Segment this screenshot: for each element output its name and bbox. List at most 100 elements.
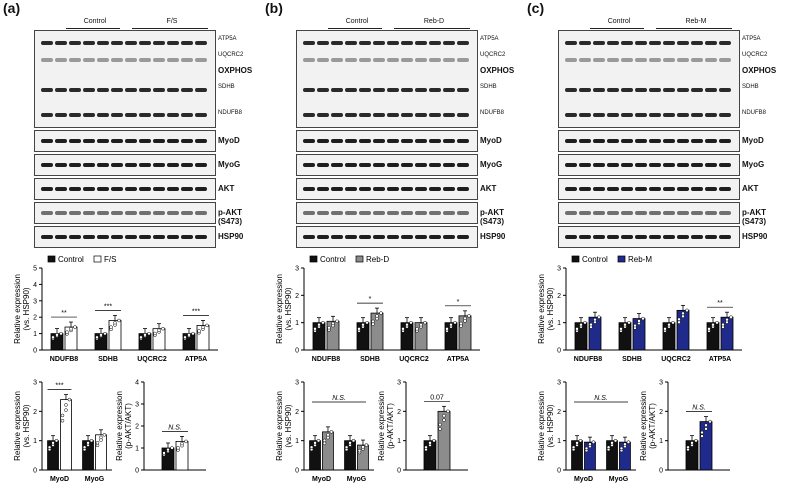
blot-band	[705, 58, 717, 62]
category-label: MyoG	[609, 476, 629, 483]
data-point	[711, 322, 715, 327]
blot-band	[607, 88, 619, 92]
legend-swatch	[93, 255, 102, 263]
blot-band	[69, 88, 81, 92]
category-label: MyoD	[574, 476, 593, 483]
data-point	[99, 435, 103, 440]
bar-control	[344, 440, 356, 471]
y-tick-label: 4	[135, 380, 139, 387]
blot-2	[296, 178, 478, 200]
blot-band	[153, 41, 165, 45]
blot-band	[345, 41, 357, 45]
data-point	[326, 432, 330, 437]
y-tick-label: 0	[557, 468, 561, 475]
y-tick-label: 1	[397, 438, 401, 445]
blot-band	[649, 187, 661, 191]
blot-band	[83, 187, 95, 191]
blot-band	[387, 139, 399, 143]
blot-band	[125, 211, 137, 215]
data-point	[357, 327, 361, 331]
data-point	[191, 331, 195, 336]
blot-band	[359, 139, 371, 143]
blot-band	[373, 139, 385, 143]
data-point	[686, 445, 690, 450]
blot-band	[593, 187, 605, 191]
data-point	[591, 440, 596, 444]
blot-band	[593, 41, 605, 45]
data-point	[442, 418, 446, 422]
panel-label: (a)	[3, 0, 21, 16]
legend-label: Control	[58, 255, 84, 264]
group-header: Reb-M	[685, 18, 707, 25]
y-tick-label: 2	[135, 424, 139, 431]
blot-band	[565, 58, 577, 62]
blot-band	[635, 211, 647, 215]
data-point	[361, 322, 365, 327]
blot-band	[579, 139, 591, 143]
blot-band	[303, 113, 315, 117]
blot-band	[677, 139, 689, 143]
blot-band	[443, 235, 455, 239]
blot-band	[443, 58, 455, 62]
blot-band	[359, 187, 371, 191]
blot-band	[167, 211, 179, 215]
data-point	[690, 441, 694, 445]
sig-label: 0.07	[430, 394, 444, 401]
oxphos-label: OXPHOS	[218, 66, 253, 75]
blot-3	[296, 202, 478, 224]
data-point	[348, 441, 352, 445]
data-point	[64, 408, 68, 412]
y-axis-label: (vs. HSP90)	[546, 404, 555, 447]
legend-label: Reb-M	[628, 255, 652, 264]
blot-label: AKT	[742, 184, 759, 193]
blot-band	[621, 41, 633, 45]
y-tick-label: 0	[33, 468, 37, 475]
blot-band	[457, 187, 469, 191]
y-tick-label: 1	[659, 438, 663, 445]
blot-band	[691, 163, 703, 167]
blot-band	[373, 187, 385, 191]
data-point	[677, 320, 681, 325]
blot-band	[317, 139, 329, 143]
category-label: MyoD	[50, 476, 69, 483]
blot-1	[34, 154, 216, 176]
blot-band	[153, 235, 165, 239]
blot-band	[593, 235, 605, 239]
data-point	[331, 321, 335, 326]
blot-band	[719, 139, 731, 143]
data-point	[610, 441, 614, 445]
blot-band	[139, 88, 151, 92]
blot-band	[111, 187, 123, 191]
data-point	[445, 327, 449, 331]
oxphos-label: ATP5A	[218, 36, 237, 42]
group-header: Control	[607, 18, 631, 25]
data-point	[721, 322, 725, 327]
blot-label: MyoD	[742, 136, 764, 145]
blot-band	[607, 235, 619, 239]
blot-band	[331, 41, 343, 45]
blot-band	[607, 211, 619, 215]
blot-1	[558, 154, 740, 176]
blot-band	[443, 187, 455, 191]
blot-band	[373, 58, 385, 62]
blot-band	[69, 235, 81, 239]
blot-band	[181, 187, 193, 191]
blot-band	[593, 211, 605, 215]
blot-band	[635, 139, 647, 143]
blot-band	[719, 58, 731, 62]
blot-band	[317, 58, 329, 62]
blot-band	[705, 163, 717, 167]
category-label: ATP5A	[447, 356, 469, 363]
data-point	[700, 430, 704, 435]
sig-label: **	[717, 300, 723, 307]
data-point	[184, 439, 188, 444]
blot-band	[387, 58, 399, 62]
blot-band	[579, 113, 591, 117]
blot-band	[429, 41, 441, 45]
category-label: NDUFB8	[312, 356, 340, 363]
blot-band	[97, 88, 109, 92]
blot-label: HSP90	[218, 232, 244, 241]
blot-0	[34, 130, 216, 152]
blot-band	[677, 58, 689, 62]
